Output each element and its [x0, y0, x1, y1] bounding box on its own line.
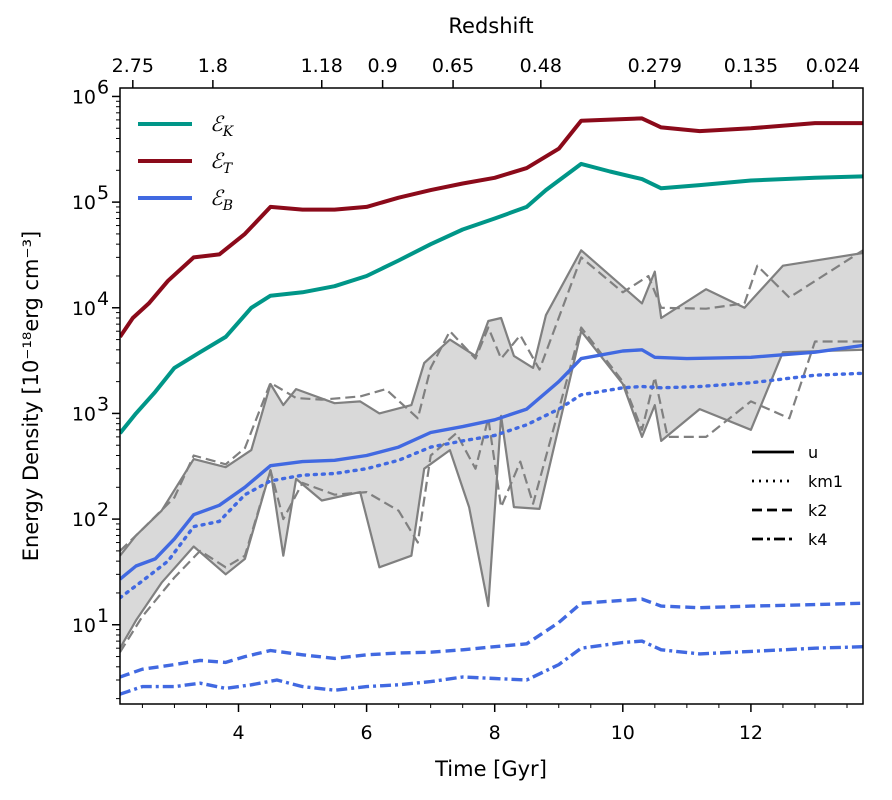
series-e_b-k4: [120, 639, 863, 696]
top-tick-label: 0.65: [432, 55, 474, 77]
y-tick-exponent: 1: [97, 605, 109, 627]
x-tick-label: 10: [611, 722, 635, 744]
top-tick-label: 1.18: [301, 55, 343, 77]
top-tick-label: 0.135: [724, 55, 778, 77]
x-axis-title: Time [Gyr]: [434, 757, 547, 781]
x-tick-label: 8: [489, 722, 501, 744]
line-band-dashed-2: [120, 326, 863, 653]
y-tick-label: 10: [72, 615, 96, 637]
legend-style-label: km1: [808, 472, 843, 491]
y-tick-label: 10: [72, 86, 96, 108]
series-e_b-k2: [120, 597, 863, 679]
x-tick-label: 12: [739, 722, 763, 744]
legend-style-label: k2: [808, 501, 827, 520]
y-tick-label: 10: [72, 509, 96, 531]
top-tick-label: 0.9: [368, 55, 398, 77]
x-tick-label: 4: [232, 722, 244, 744]
y-tick-exponent: 3: [97, 393, 109, 415]
line-band-upper: [120, 249, 863, 557]
y-tick-label: 10: [72, 298, 96, 320]
series-e_b-km1: [120, 371, 863, 600]
y-tick-label: 10: [72, 192, 96, 214]
y-axis-title: Energy Density [10⁻¹⁸erg cm⁻³]: [19, 231, 43, 561]
top-axis: 2.75 1.8 1.18 0.9 0.65 0.48 0.279 0.135 0.024: [112, 55, 860, 88]
line-band-lower: [120, 330, 863, 649]
line-band-dashed-1: [120, 249, 863, 552]
y-tick-exponent: 6: [97, 76, 109, 98]
y-tick-label: 10: [72, 403, 96, 425]
legend-style-label: u: [808, 443, 818, 462]
plot-frame: [119, 87, 864, 705]
top-tick-label: 0.024: [806, 55, 860, 77]
plot-area: [120, 116, 863, 696]
top-tick-label: 0.48: [520, 55, 562, 77]
series-lines: [120, 116, 863, 696]
legend-styles: u km1 k2 k4: [752, 443, 843, 549]
series-e_k: [120, 161, 863, 435]
top-tick-label: 1.8: [198, 55, 228, 77]
shaded-band: [120, 250, 863, 649]
band-lines: [120, 249, 863, 653]
x-tick-label: 6: [361, 722, 373, 744]
x-axis: 4 6 8 10 12: [141, 704, 848, 744]
top-axis-title: Redshift: [448, 14, 533, 38]
y-tick-exponent: 4: [97, 288, 109, 310]
series-e_t: [120, 116, 863, 339]
series-e_b-u: [120, 343, 863, 581]
top-tick-label: 0.279: [628, 55, 682, 77]
top-tick-label: 2.75: [112, 55, 154, 77]
y-tick-exponent: 5: [97, 182, 109, 204]
legend-style-label: k4: [808, 530, 827, 549]
y-tick-exponent: 2: [97, 499, 109, 521]
legend-energy-label: ℰK: [210, 112, 235, 140]
